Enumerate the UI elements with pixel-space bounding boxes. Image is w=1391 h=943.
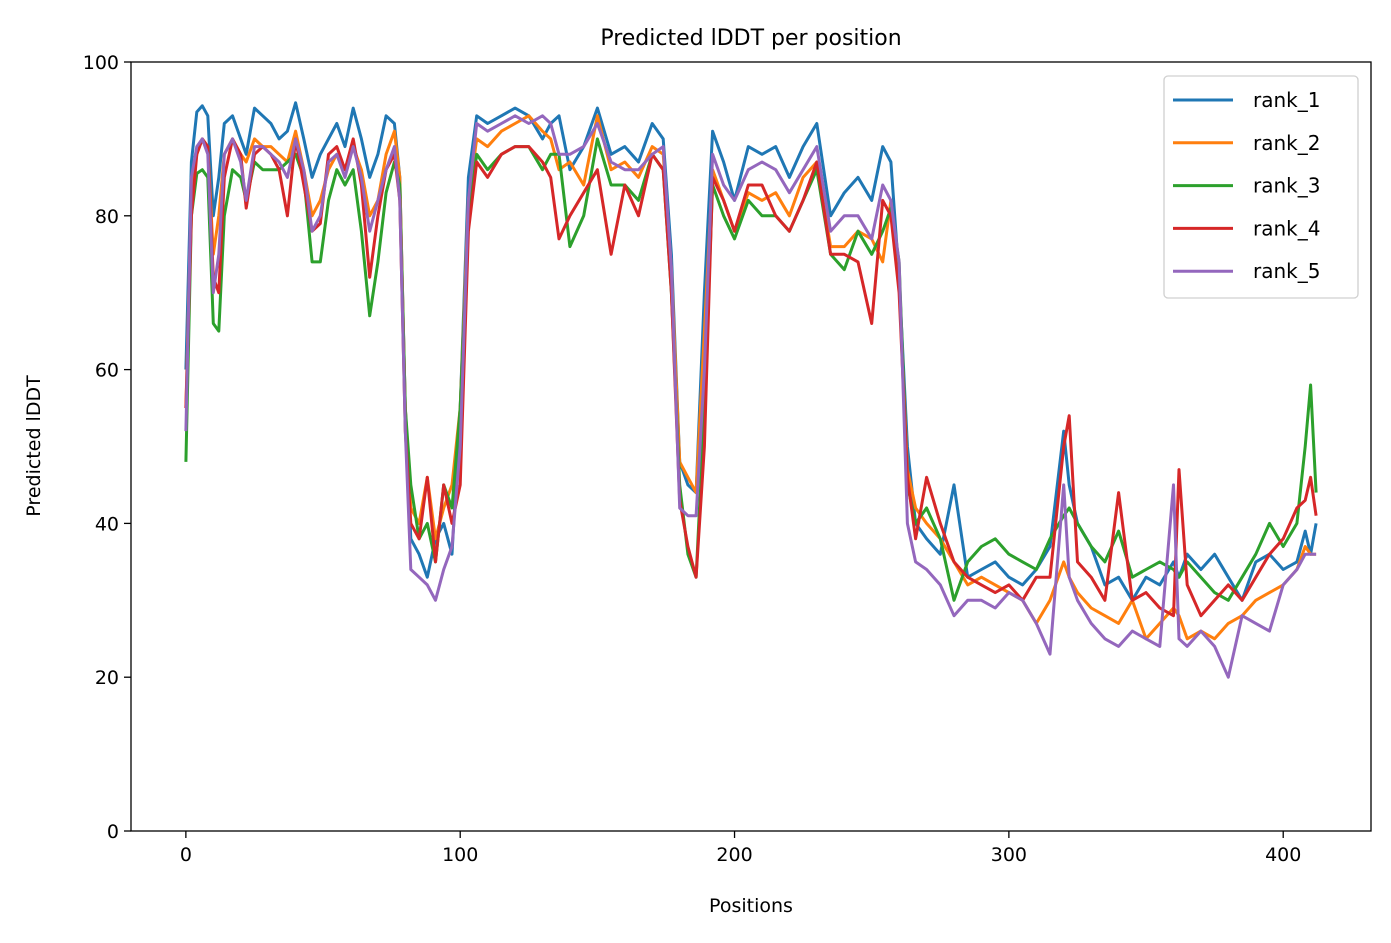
x-tick-label: 300	[991, 844, 1027, 866]
legend-box	[1163, 75, 1359, 299]
plot-frame	[130, 61, 1372, 832]
legend: rank_1 rank_2 rank_3 rank_4 rank_5	[1163, 75, 1359, 299]
y-tick-label: 60	[95, 360, 119, 382]
series-line-rank_3	[184, 137, 1318, 602]
series-lines	[184, 101, 1318, 679]
y-tick-label: 40	[95, 513, 119, 535]
y-axis-ticks: 0 20 40 60 80 100	[83, 52, 131, 843]
y-axis-label: Predicted lDDT	[23, 375, 45, 517]
chart-title: Predicted lDDT per position	[600, 26, 901, 51]
y-tick-label: 80	[95, 206, 119, 228]
legend-label-rank_3: rank_3	[1253, 174, 1320, 198]
legend-label-rank_2: rank_2	[1253, 131, 1320, 155]
legend-label-rank_5: rank_5	[1253, 259, 1320, 283]
x-tick-label: 200	[716, 844, 752, 866]
x-tick-label: 100	[442, 844, 478, 866]
y-tick-label: 0	[107, 821, 119, 843]
y-tick-label: 100	[83, 52, 119, 74]
x-tick-label: 400	[1265, 844, 1301, 866]
series-line-rank_4	[184, 137, 1318, 618]
legend-label-rank_4: rank_4	[1253, 216, 1320, 240]
y-tick-label: 20	[95, 667, 119, 689]
x-tick-label: 0	[180, 844, 192, 866]
x-axis-ticks: 0 100 200 300 400	[180, 831, 1301, 866]
x-axis-label: Positions	[709, 895, 793, 917]
legend-label-rank_1: rank_1	[1253, 88, 1320, 112]
series-line-rank_5	[184, 114, 1317, 679]
